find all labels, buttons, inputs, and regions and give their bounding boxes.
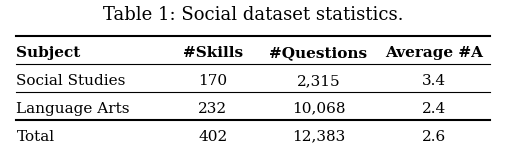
Text: 170: 170 <box>198 74 227 88</box>
Text: Social Studies: Social Studies <box>17 74 126 88</box>
Text: #Skills: #Skills <box>182 46 242 60</box>
Text: 2,315: 2,315 <box>296 74 339 88</box>
Text: Average #A: Average #A <box>384 46 482 60</box>
Text: 232: 232 <box>198 102 227 116</box>
Text: Table 1: Social dataset statistics.: Table 1: Social dataset statistics. <box>103 6 402 24</box>
Text: 10,068: 10,068 <box>291 102 344 116</box>
Text: Language Arts: Language Arts <box>17 102 130 116</box>
Text: #Questions: #Questions <box>269 46 367 60</box>
Text: Total: Total <box>17 130 55 144</box>
Text: 3.4: 3.4 <box>421 74 445 88</box>
Text: 2.6: 2.6 <box>421 130 445 144</box>
Text: 12,383: 12,383 <box>291 130 344 144</box>
Text: Subject: Subject <box>17 46 81 60</box>
Text: 402: 402 <box>198 130 227 144</box>
Text: 2.4: 2.4 <box>421 102 445 116</box>
